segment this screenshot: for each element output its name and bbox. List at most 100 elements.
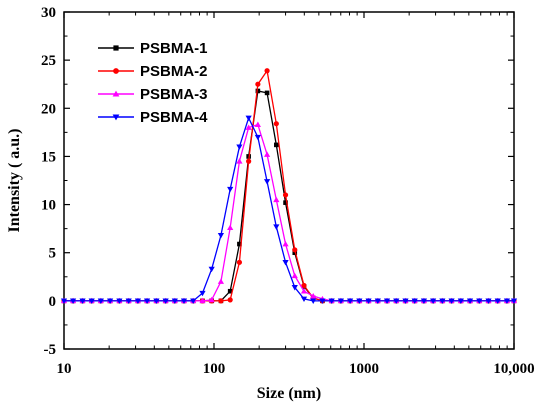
series-layer <box>60 68 518 304</box>
plot-frame <box>63 11 515 350</box>
data-point <box>236 158 243 164</box>
data-point <box>292 250 298 256</box>
series-line <box>64 69 514 302</box>
data-point <box>347 298 354 304</box>
plot-area <box>63 11 515 350</box>
data-point <box>300 296 308 303</box>
data-point <box>208 266 215 273</box>
data-point <box>356 298 363 304</box>
data-point <box>264 68 270 74</box>
y-tick-label: -5 <box>44 342 57 358</box>
y-tick-label: 30 <box>41 5 56 21</box>
data-point <box>79 298 86 304</box>
axis-tick-labels: 10 100 1000 10,000 -5 0 5 10 15 20 25 30 <box>41 5 535 377</box>
y-tick-label: 0 <box>49 294 57 310</box>
y-tick-label: 25 <box>41 53 56 69</box>
x-tick-label: 10,000 <box>493 361 534 377</box>
data-point <box>208 296 215 303</box>
data-point <box>510 298 518 304</box>
data-point <box>494 298 501 304</box>
data-point <box>301 282 307 289</box>
data-point <box>283 200 288 205</box>
data-point <box>70 298 77 304</box>
data-point <box>255 88 261 94</box>
data-point <box>143 298 151 304</box>
legend-item: PSBMA-3 <box>98 86 208 103</box>
data-point <box>236 259 243 265</box>
data-point <box>337 298 344 304</box>
legend-item: PSBMA-1 <box>98 40 208 57</box>
legend-item: PSBMA-4 <box>98 109 208 126</box>
data-point <box>190 298 197 304</box>
data-point <box>227 297 233 303</box>
data-point <box>227 288 233 294</box>
data-point <box>273 196 280 203</box>
axis-ticks <box>63 11 515 350</box>
data-point <box>420 298 428 304</box>
data-point <box>227 186 234 193</box>
data-point <box>153 298 160 304</box>
data-point <box>319 298 326 304</box>
data-point <box>116 298 123 304</box>
data-point <box>402 298 409 304</box>
x-tick-label: 10 <box>57 361 72 377</box>
data-point <box>171 298 178 304</box>
data-point <box>112 114 120 121</box>
data-point <box>113 45 119 51</box>
data-point <box>411 298 418 304</box>
data-point <box>125 298 132 304</box>
data-point <box>476 298 483 304</box>
data-point <box>273 224 280 230</box>
data-point <box>374 298 381 304</box>
legend-label: PSBMA-2 <box>140 63 208 80</box>
data-point <box>199 297 206 304</box>
data-point <box>291 285 298 291</box>
data-point <box>292 247 298 253</box>
data-point <box>237 241 242 247</box>
data-point <box>236 144 243 150</box>
legend-label: PSBMA-3 <box>140 86 208 103</box>
data-point <box>245 124 252 130</box>
legend-label: PSBMA-1 <box>140 40 208 57</box>
series-line <box>64 116 514 302</box>
x-axis-title: Size (nm) <box>257 385 321 402</box>
data-point <box>365 298 372 304</box>
legend-label: PSBMA-4 <box>140 109 208 126</box>
data-point <box>310 292 317 299</box>
data-point <box>273 121 279 127</box>
data-point <box>263 179 271 185</box>
data-point <box>439 298 446 304</box>
data-point <box>430 298 437 304</box>
data-point <box>107 298 114 304</box>
x-tick-label: 1000 <box>349 361 379 377</box>
data-point <box>291 272 298 279</box>
y-axis-title: Intensity ( a.u.) <box>6 128 23 232</box>
data-point <box>466 298 474 304</box>
legend: PSBMA-1 PSBMA-2 PSBMA-3 PSBMA-4 <box>98 40 208 126</box>
data-point <box>245 115 252 122</box>
data-point <box>113 68 119 74</box>
y-tick-label: 10 <box>41 198 56 214</box>
series-psbma-2 <box>61 68 517 304</box>
data-point <box>264 90 270 96</box>
data-point <box>393 298 400 304</box>
legend-item: PSBMA-2 <box>98 63 208 80</box>
data-point <box>112 90 120 97</box>
data-point <box>383 298 391 304</box>
data-point <box>134 298 142 304</box>
data-point <box>199 290 206 297</box>
data-point <box>218 298 224 304</box>
y-tick-label: 20 <box>41 101 56 117</box>
series-line <box>64 90 514 302</box>
data-point <box>263 151 271 157</box>
data-point <box>485 298 492 304</box>
data-point <box>274 142 279 148</box>
data-point <box>282 240 289 247</box>
data-point <box>282 260 289 266</box>
y-tick-label: 5 <box>49 246 57 262</box>
data-point <box>162 298 169 304</box>
data-point <box>310 298 317 304</box>
data-point <box>97 298 104 304</box>
data-point <box>328 298 335 304</box>
